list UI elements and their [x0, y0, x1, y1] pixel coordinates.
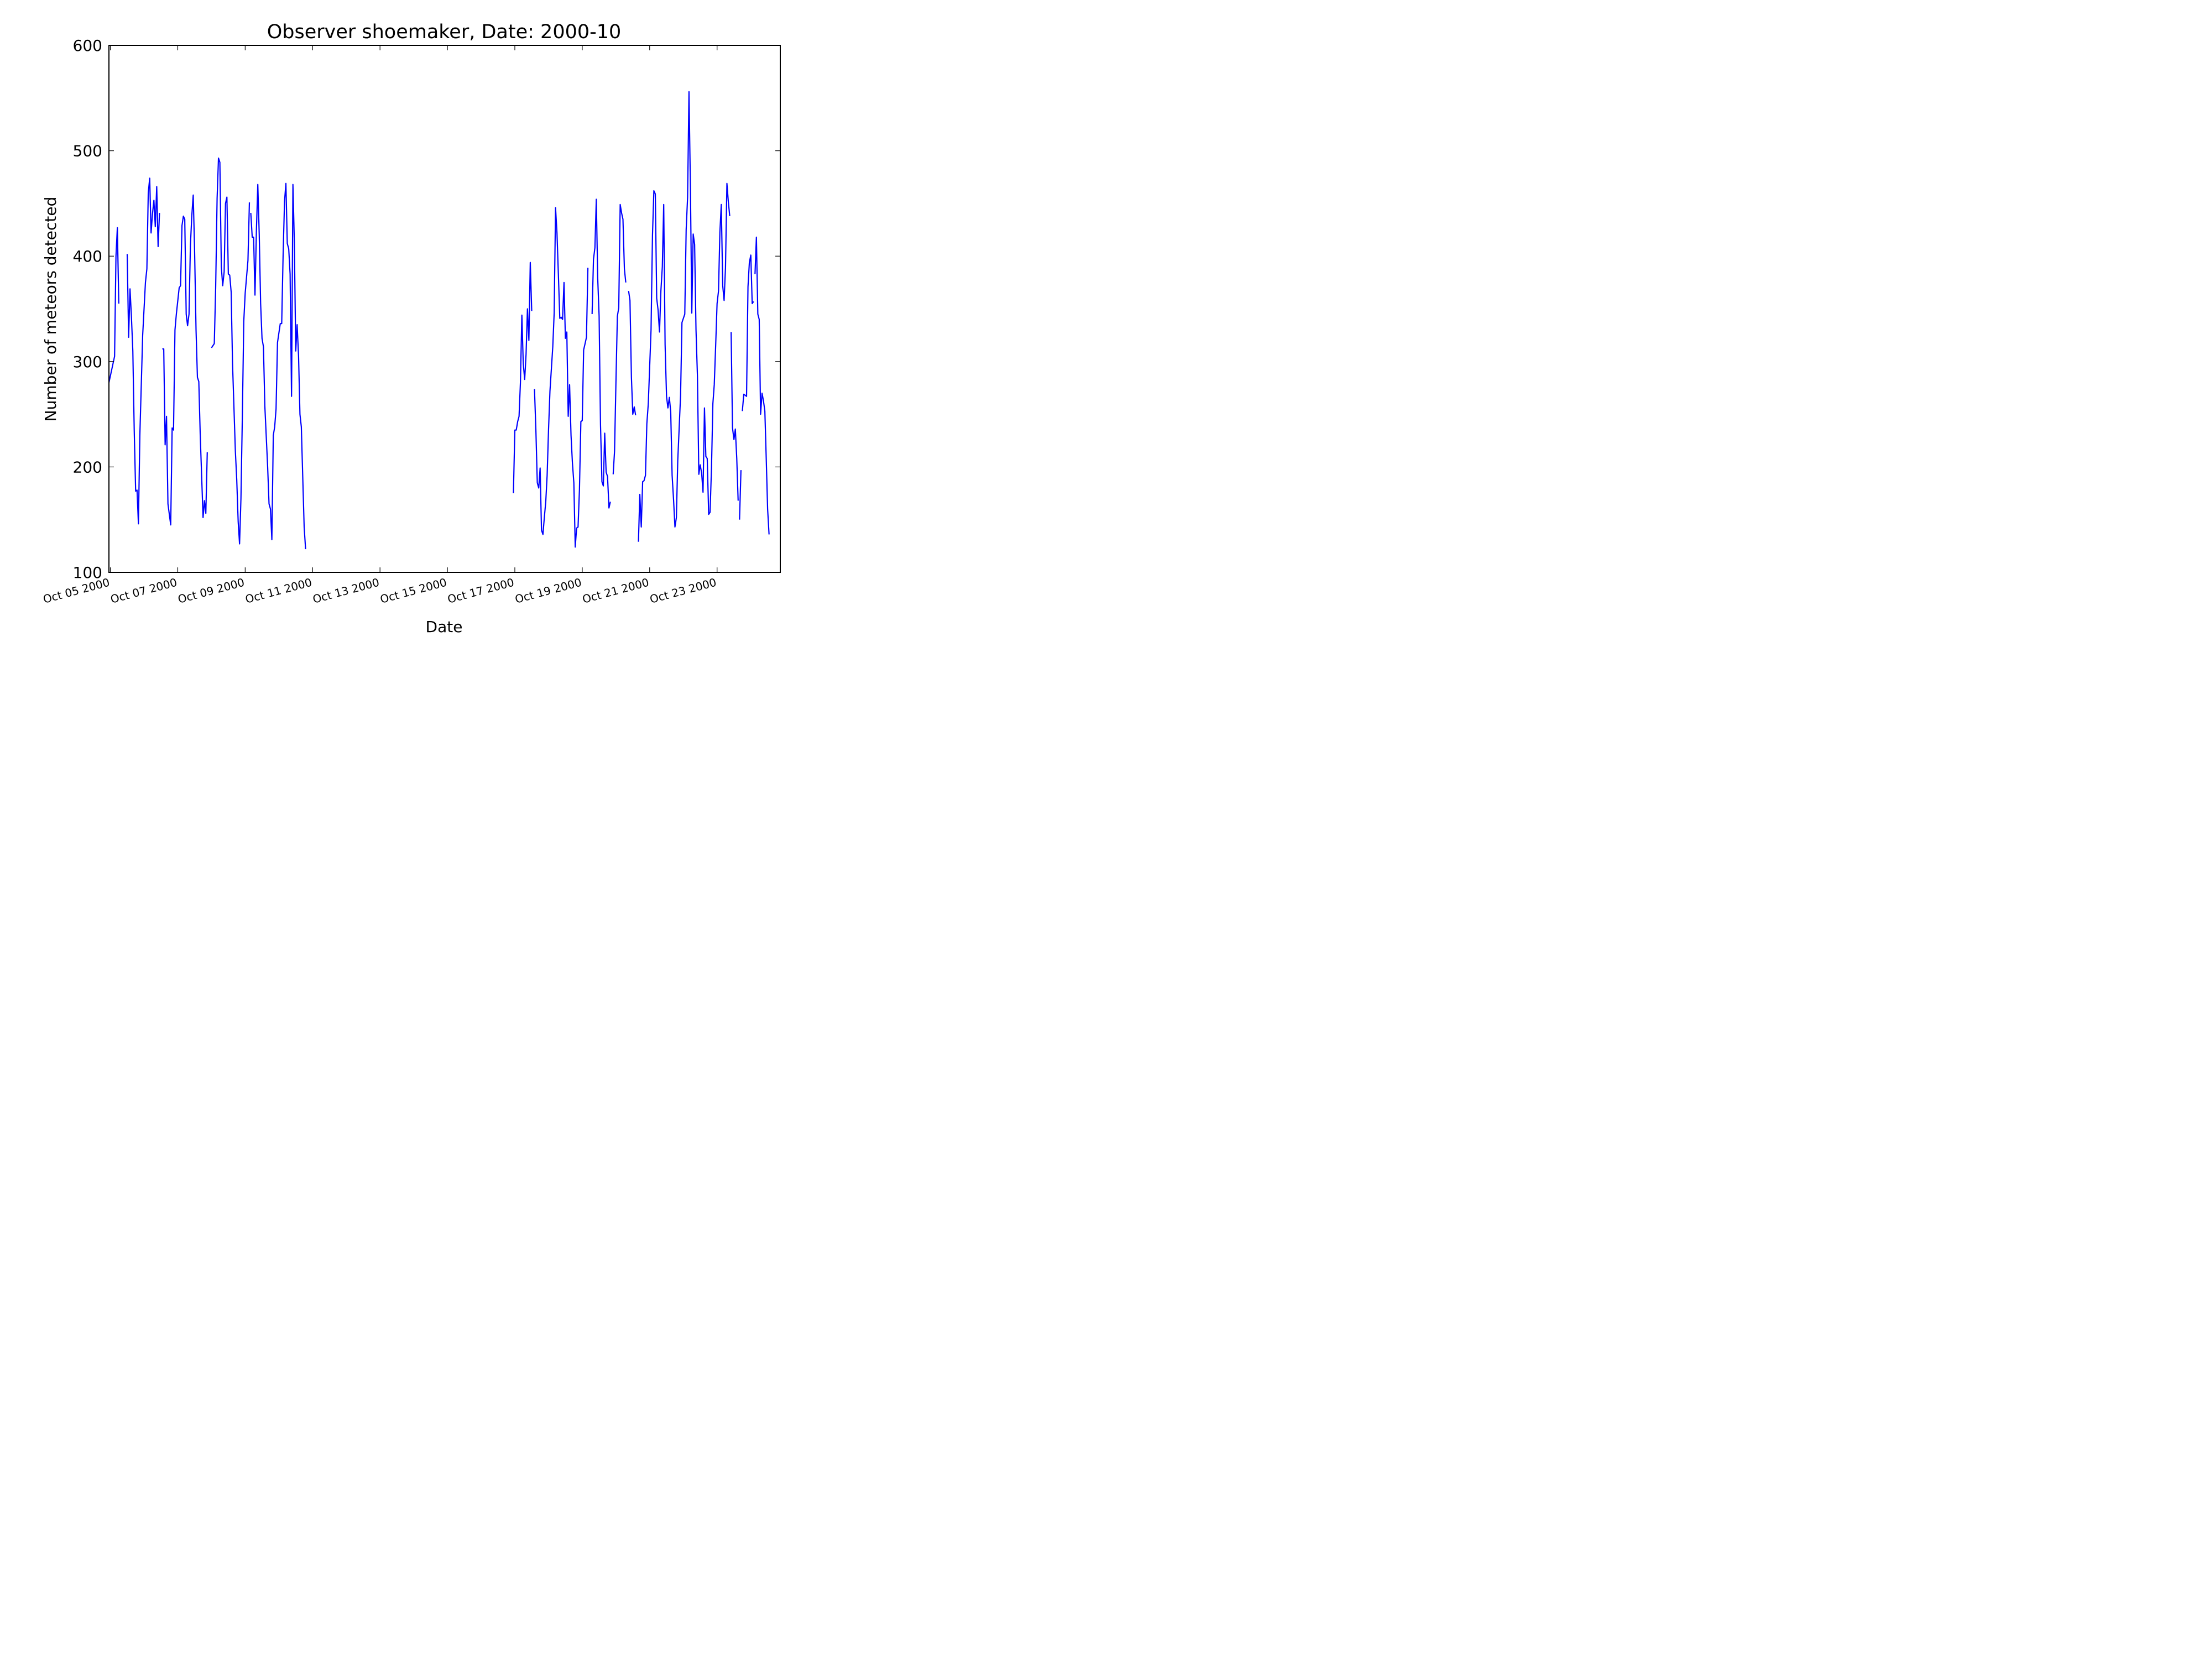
- series-line-segment-1: [109, 227, 119, 383]
- series-line-segment-10: [628, 290, 637, 416]
- y-tick-label: 200: [73, 458, 102, 476]
- y-tick-label: 500: [73, 142, 102, 160]
- series-line-segment-3: [162, 194, 208, 526]
- series-line-segment-11: [638, 91, 731, 542]
- series-line-segment-12: [731, 332, 739, 501]
- series-line-segment-4: [211, 157, 251, 545]
- y-axis: 100 200 300 400 500 600: [73, 36, 780, 582]
- series-line-segment-6: [513, 262, 533, 494]
- y-tick-label: 400: [73, 247, 102, 265]
- y-axis-label: Number of meteors detected: [41, 197, 60, 422]
- series-line-segment-9: [612, 204, 627, 474]
- chart-figure: Observer shoemaker, Date: 2000-10 100 200…: [0, 0, 853, 640]
- figure-background: [0, 0, 853, 640]
- plot-lines: [109, 91, 770, 550]
- chart-title: Observer shoemaker, Date: 2000-10: [267, 21, 622, 43]
- plot-frame: [108, 45, 781, 573]
- series-line-segment-8: [591, 199, 611, 509]
- x-axis-label: Date: [426, 618, 463, 636]
- y-tick-label: 100: [73, 564, 102, 582]
- series-line-segment-15: [754, 236, 770, 535]
- y-tick-label: 300: [73, 353, 102, 371]
- y-tick-label: 600: [73, 36, 102, 55]
- series-line-segment-5: [250, 182, 306, 550]
- series-line-segment-14: [742, 254, 754, 411]
- series-line-segment-2: [126, 178, 160, 525]
- series-line-segment-7: [534, 207, 589, 548]
- series-line-segment-13: [739, 470, 742, 520]
